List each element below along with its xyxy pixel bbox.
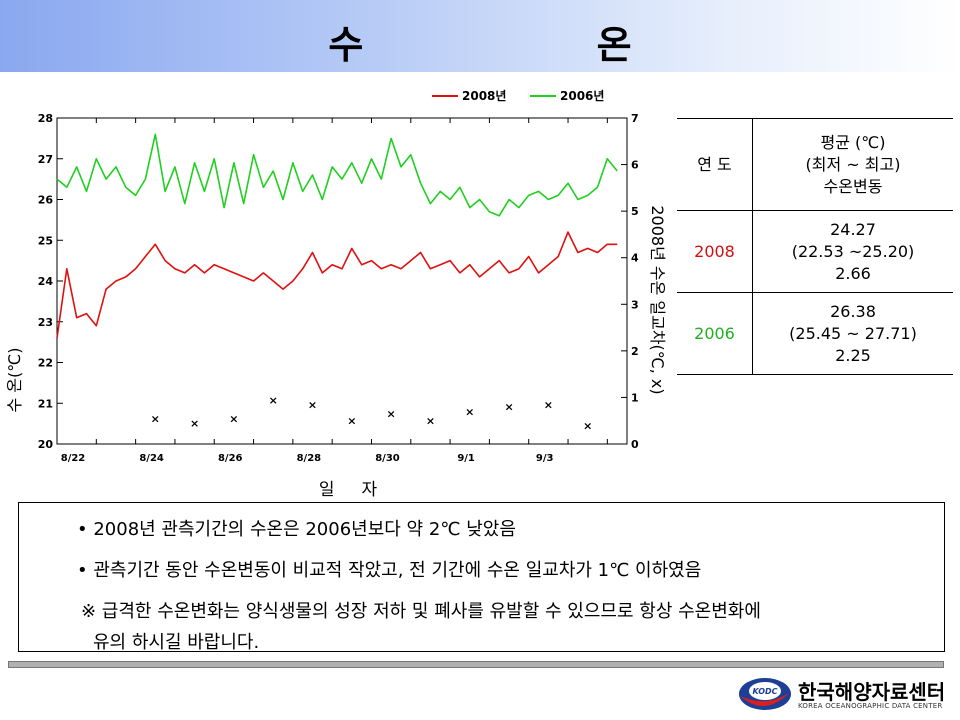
- x-tick-label: 8/28: [297, 453, 322, 464]
- mean-header: 평균 (℃): [820, 132, 886, 152]
- stats-row-2008: 2008 24.27 (22.53 ~25.20) 2.66: [677, 210, 954, 293]
- daily-range-marker: ×: [151, 412, 160, 425]
- right-tick-label: 7: [631, 112, 639, 125]
- right-tick-label: 3: [631, 298, 639, 311]
- left-tick-label: 26: [38, 194, 54, 207]
- right-tick-label: 1: [631, 391, 639, 404]
- legend-label-0: 2008년: [462, 89, 506, 103]
- notes-box: • 2008년 관측기간의 수온은 2006년보다 약 2℃ 낮았음 • 관측기…: [18, 502, 945, 653]
- kodc-emblem-icon: KODC: [739, 678, 791, 710]
- daily-range-marker: ×: [308, 398, 317, 411]
- x-tick-label: 8/30: [375, 453, 400, 464]
- x-tick-label: 9/3: [536, 453, 554, 464]
- left-axis: 20 21 22 23 24 25 26 27 28: [38, 112, 63, 451]
- year-2008: 2008: [677, 210, 753, 293]
- x-tick-label: 8/26: [218, 453, 243, 464]
- right-tick-label: 2: [631, 345, 639, 358]
- variation-2008: 2.66: [835, 263, 871, 283]
- daily-range-marker: ×: [347, 415, 356, 428]
- variation-2006: 2.25: [835, 345, 871, 365]
- series-line-1: [56, 133, 618, 217]
- right-tick-label: 6: [631, 159, 639, 172]
- right-tick-label: 0: [631, 438, 639, 451]
- kodc-logo: KODC 한국해양자료센터 KOREA OCEANOGRAPHIC DATA C…: [738, 674, 946, 714]
- right-tick-label: 5: [631, 205, 639, 218]
- note-line-3: ※ 급격한 수온변화는 양식생물의 성장 저하 및 폐사를 유발할 수 있으므로…: [81, 601, 761, 622]
- note-line-4: 유의 하시길 바랍니다.: [93, 632, 260, 653]
- stats-cell-2008: 24.27 (22.53 ~25.20) 2.66: [753, 211, 954, 293]
- legend-label-1: 2006년: [560, 89, 604, 103]
- page-title: 수 온: [328, 23, 742, 67]
- left-tick-label: 27: [38, 153, 53, 166]
- x-tick-label: 8/22: [61, 453, 86, 464]
- stats-header-row: 연 도 평균 (℃) (최저 ~ 최고) 수온변동: [677, 118, 954, 211]
- year-2006: 2006: [677, 292, 753, 375]
- daily-range-marker: ×: [269, 394, 278, 407]
- series-group: × × × × × × × × × × × ×: [56, 133, 618, 432]
- left-tick-label: 22: [38, 357, 53, 370]
- note-line-2: • 관측기간 동안 수온변동이 비교적 작았고, 전 기간에 수온 일교차가 1…: [77, 560, 702, 581]
- daily-range-marker: ×: [190, 417, 199, 430]
- stats-header-cell: 평균 (℃) (최저 ~ 최고) 수온변동: [753, 119, 954, 211]
- range-2008: (22.53 ~25.20): [791, 241, 915, 261]
- daily-range-marker: ×: [544, 398, 553, 411]
- mean-2008: 24.27: [830, 219, 876, 239]
- mean-2006: 26.38: [830, 301, 876, 321]
- y-axis-label-right: 2008년 수온 일교차(℃, x): [648, 205, 667, 394]
- note-line-1: • 2008년 관측기간의 수온은 2006년보다 약 2℃ 낮았음: [77, 519, 516, 540]
- right-tick-label: 4: [631, 252, 639, 265]
- range-2006: (25.45 ~ 27.71): [789, 323, 917, 343]
- left-tick-label: 21: [38, 397, 53, 410]
- logo-name: 한국해양자료센터: [798, 680, 946, 704]
- x-axis: 8/22 8/24 8/26 8/28 8/30 9/1 9/3: [56, 118, 608, 464]
- chart-legend: 2008년 2006년: [432, 89, 604, 103]
- daily-range-marker: ×: [583, 419, 592, 432]
- range-header: (최저 ~ 최고): [805, 154, 901, 174]
- daily-range-marker: ×: [426, 415, 435, 428]
- left-tick-label: 25: [38, 234, 53, 247]
- x-tick-label: 8/24: [139, 453, 164, 464]
- y-axis-label-left: 수 온(℃): [5, 348, 24, 413]
- series-line-0: [56, 231, 618, 339]
- header-banner: [0, 0, 960, 72]
- left-tick-label: 23: [38, 316, 53, 329]
- left-tick-label: 24: [38, 275, 54, 288]
- logo-subtitle: KOREA OCEANOGRAPHIC DATA CENTER: [798, 702, 943, 710]
- daily-range-marker: ×: [465, 405, 474, 418]
- emblem-text: KODC: [753, 687, 778, 696]
- plot-area: [56, 117, 628, 445]
- daily-range-marker: ×: [229, 412, 238, 425]
- variation-header: 수온변동: [823, 176, 883, 196]
- left-tick-label: 20: [38, 438, 54, 451]
- stats-cell-2006: 26.38 (25.45 ~ 27.71) 2.25: [753, 293, 954, 375]
- stats-table: 연 도 평균 (℃) (최저 ~ 최고) 수온변동 2008 24.27 (22…: [677, 118, 953, 375]
- daily-range-marker: ×: [387, 408, 396, 421]
- x-tick-label: 9/1: [457, 453, 475, 464]
- year-header: 연 도: [677, 118, 753, 211]
- left-tick-label: 28: [38, 112, 53, 125]
- daily-range-marker: ×: [504, 401, 513, 414]
- stats-row-2006: 2006 26.38 (25.45 ~ 27.71) 2.25: [677, 292, 954, 375]
- x-axis-label: 일 자: [319, 480, 378, 500]
- footer-bar: [8, 661, 944, 668]
- right-axis: 0 1 2 3 4 5 6 7: [621, 112, 639, 451]
